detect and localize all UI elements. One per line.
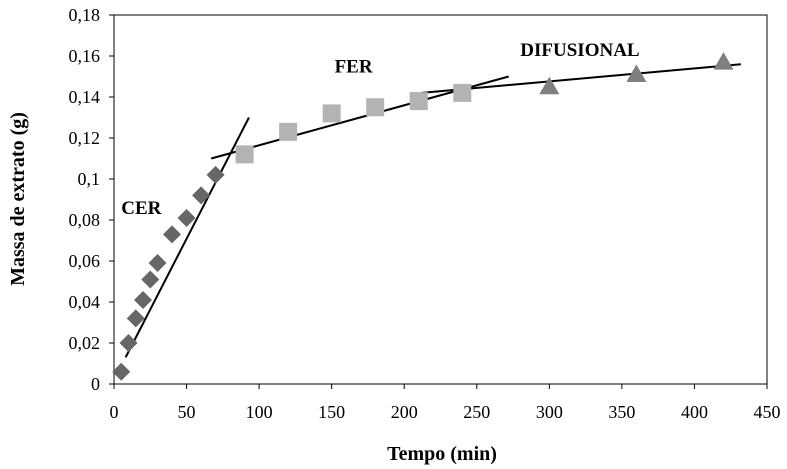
diamond-marker xyxy=(119,334,138,352)
x-tick-label: 200 xyxy=(391,402,418,422)
y-tick-label: 0,02 xyxy=(69,333,101,353)
trend-line xyxy=(421,63,741,94)
trend-line xyxy=(124,117,250,358)
x-tick-label: 400 xyxy=(681,402,708,422)
x-tick-label: 50 xyxy=(178,402,196,422)
diamond-marker xyxy=(112,362,131,381)
x-tick-label: 150 xyxy=(318,402,345,422)
x-tick-label: 350 xyxy=(608,402,635,422)
trend-lines xyxy=(124,63,741,358)
square-marker xyxy=(235,145,254,164)
triangle-marker xyxy=(626,64,647,82)
annotation-label: DIFUSIONAL xyxy=(520,40,639,61)
axes: 0 50 100 150 200 250 300 350 400 450 0 0,02 0,04 0,06… xyxy=(69,5,781,422)
x-tick-label: 450 xyxy=(754,402,781,422)
x-tick-label: 300 xyxy=(536,402,563,422)
x-axis-title: Tempo (min) xyxy=(387,443,497,465)
diamond-marker xyxy=(192,186,211,205)
plot-area-border xyxy=(113,14,768,385)
diamond-marker xyxy=(148,254,167,273)
y-tick-label: 0,16 xyxy=(69,46,101,66)
square-marker xyxy=(453,83,472,102)
diamond-marker xyxy=(141,270,160,289)
y-axis-title: Massa de extrato (g) xyxy=(7,112,29,286)
square-marker xyxy=(279,122,298,141)
x-tick-label: 250 xyxy=(463,402,490,422)
y-tick-label: 0,12 xyxy=(69,128,101,148)
x-tick-label: 0 xyxy=(110,402,119,422)
annotations: CER FER DIFUSIONAL xyxy=(121,40,639,219)
diamond-marker xyxy=(206,165,225,184)
square-marker xyxy=(366,98,385,117)
triangle-marker xyxy=(713,52,734,70)
diamond-marker xyxy=(126,309,145,328)
y-tick-label: 0,18 xyxy=(69,5,101,25)
square-marker xyxy=(409,92,428,111)
x-tick-label: 100 xyxy=(246,402,273,422)
annotation-label: CER xyxy=(121,198,161,219)
y-tick-label: 0 xyxy=(91,374,100,394)
diamond-marker xyxy=(163,225,182,244)
y-tick-label: 0,04 xyxy=(69,292,101,312)
y-tick-label: 0,14 xyxy=(69,87,101,107)
diamond-marker xyxy=(177,208,196,227)
annotation-label: FER xyxy=(335,56,373,77)
square-marker xyxy=(322,104,341,123)
triangle-marker xyxy=(539,76,560,95)
data-markers xyxy=(112,52,734,381)
y-tick-label: 0,1 xyxy=(78,169,101,189)
diamond-marker xyxy=(134,290,153,309)
y-tick-label: 0,06 xyxy=(69,251,101,271)
y-tick-label: 0,08 xyxy=(69,210,101,230)
